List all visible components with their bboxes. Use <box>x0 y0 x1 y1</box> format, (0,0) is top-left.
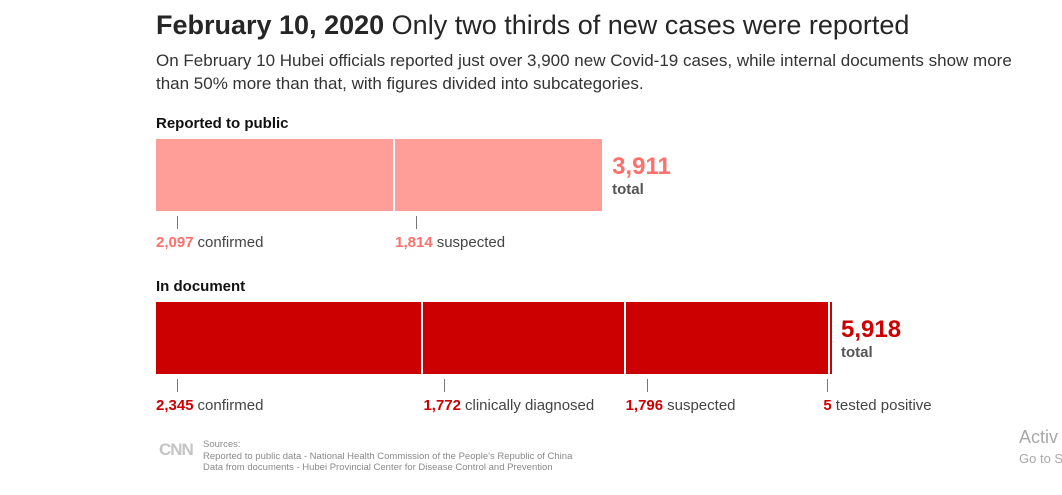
label-public-confirmed-text: confirmed <box>197 234 264 251</box>
label-document-suspected-value: 1,796 <box>625 397 664 414</box>
total-public-label: total <box>612 181 644 198</box>
chart-title: February 10, 2020 Only two thirds of new… <box>156 10 909 41</box>
bar-segment-document-suspected <box>625 302 831 374</box>
tick-document-clinically-diagnosed <box>444 379 446 392</box>
label-document-tested-positive-text: tested positive <box>835 397 932 414</box>
cnn-logo: CNN <box>159 440 194 459</box>
tick-public-confirmed <box>177 216 178 229</box>
label-document-confirmed: 2,345 confirmed <box>156 397 263 414</box>
bar-segment-document-clinically-diagnosed <box>423 302 626 374</box>
bar-segment-public-suspected <box>395 139 603 211</box>
label-document-tested-positive-value: 5 <box>823 397 832 414</box>
bar-public <box>156 139 603 211</box>
tick-document-confirmed <box>177 379 178 392</box>
bar-segment-public-confirmed <box>156 139 396 211</box>
label-document-clinically-diagnosed: 1,772 clinically diagnosed <box>423 397 594 414</box>
watermark-line-1: Activ <box>1019 427 1059 447</box>
total-public: 3,911 total <box>612 153 671 198</box>
tick-public-suspected <box>416 216 418 229</box>
bar-document <box>156 302 833 374</box>
total-document-label: total <box>841 344 873 361</box>
sources-title: Sources: <box>203 439 241 450</box>
bar-segment-document-tested-positive <box>830 302 833 374</box>
source-line: Data from documents - Hubei Provincial C… <box>203 462 553 473</box>
tick-document-suspected <box>646 379 648 392</box>
title-date: February 10, 2020 <box>156 10 385 40</box>
title-text: Only two thirds of new cases were report… <box>391 10 910 40</box>
label-document-suspected: 1,796 suspected <box>626 397 736 414</box>
tick-document-tested-positive <box>827 379 829 392</box>
total-document-value: 5,918 <box>841 316 902 343</box>
bar-segment-document-confirmed <box>156 302 424 374</box>
label-document-confirmed-value: 2,345 <box>156 397 194 414</box>
activation-watermark: Activ Go to S <box>1019 427 1062 466</box>
label-document-confirmed-text: confirmed <box>197 397 264 414</box>
total-public-value: 3,911 <box>612 153 671 180</box>
label-document-clinically-diagnosed-text: clinically diagnosed <box>465 397 595 414</box>
sources-block: Sources: Reported to public data - Natio… <box>203 439 572 474</box>
label-document-suspected-text: suspected <box>667 397 736 414</box>
label-document-clinically-diagnosed-value: 1,772 <box>423 397 461 414</box>
source-line: Reported to public data - National Healt… <box>203 450 573 462</box>
label-public-confirmed: 2,097 confirmed <box>156 234 263 251</box>
label-public-suspected-text: suspected <box>436 234 506 251</box>
series-label-document: In document <box>156 278 246 295</box>
series-label-public: Reported to public <box>156 115 289 132</box>
label-public-suspected: 1,814 suspected <box>395 234 505 251</box>
chart-subtitle: On February 10 Hubei officials reported … <box>156 51 1012 93</box>
label-public-suspected-value: 1,814 <box>395 234 433 251</box>
label-public-confirmed-value: 2,097 <box>156 234 194 251</box>
label-document-tested-positive: 5 tested positive <box>823 397 931 414</box>
watermark-line-2: Go to S <box>1019 451 1062 466</box>
total-document: 5,918 total <box>841 316 902 361</box>
